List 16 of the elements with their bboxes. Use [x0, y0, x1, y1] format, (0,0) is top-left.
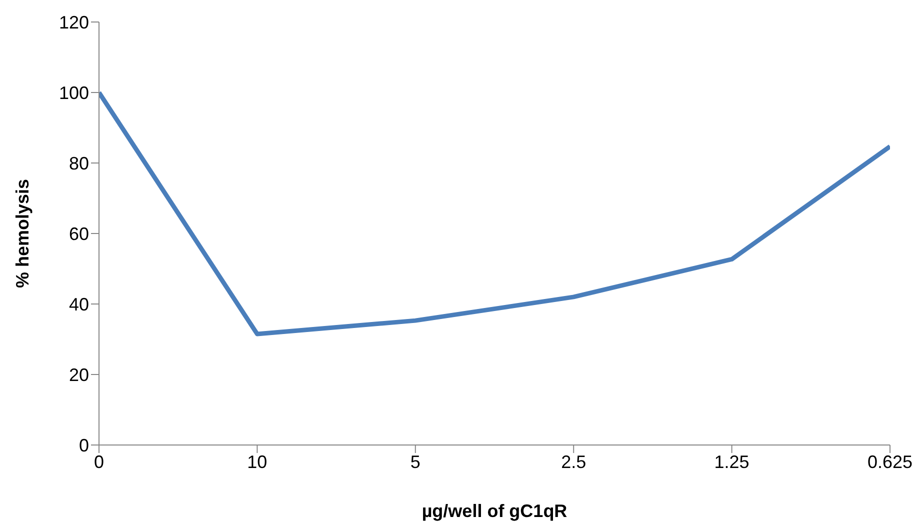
line-series	[99, 90, 890, 336]
x-tick-label: 1.25	[714, 452, 750, 472]
x-tick-label: 5	[410, 452, 420, 472]
y-tick-label: 100	[58, 82, 89, 103]
y-tick-label: 60	[68, 224, 89, 244]
x-tick-label: 10	[247, 452, 268, 472]
y-tick-label: 80	[68, 153, 89, 174]
y-tick-label: 40	[68, 294, 89, 314]
y-tick-label: 20	[68, 364, 89, 385]
x-axis-title: µg/well of gC1qR	[422, 501, 568, 521]
x-tick-label: 0	[94, 452, 104, 472]
y-tick-label: 0	[78, 435, 89, 456]
y-axis-title: % hemolysis	[12, 178, 32, 288]
x-tick-label: 0.625	[867, 452, 913, 472]
y-tick-label: 120	[58, 12, 89, 32]
x-tick-label: 2.5	[561, 452, 586, 472]
